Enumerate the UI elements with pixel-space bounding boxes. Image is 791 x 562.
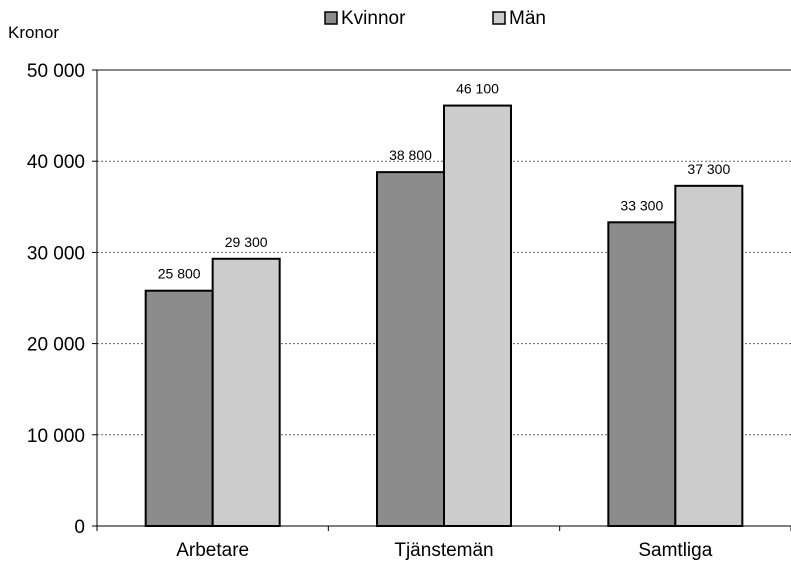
bar-tjansteman-man	[443, 104, 512, 528]
bar-tjansteman-kvinnor	[376, 171, 445, 527]
legend: Kvinnor Män	[324, 8, 546, 29]
y-tick-label: 40 000	[27, 152, 85, 173]
x-tick-label-arbetare: Arbetare	[176, 540, 249, 561]
x-tick-label-samtliga: Samtliga	[638, 540, 712, 561]
bars	[144, 104, 744, 528]
data-label-samtliga-kvinnor: 33 300	[620, 197, 663, 213]
y-tick-label: 30 000	[27, 243, 85, 264]
gridlines	[97, 69, 791, 436]
x-tick-label-tjansteman: Tjänstemän	[394, 540, 493, 561]
bar-samtliga-man	[674, 184, 744, 527]
y-tick-label: 10 000	[27, 426, 85, 447]
legend-label-man: Män	[509, 8, 546, 29]
bar-arbetare-kvinnor	[144, 289, 214, 528]
data-label-arbetare-man: 29 300	[225, 234, 268, 250]
y-unit-label: Kronor	[8, 23, 59, 42]
y-tick-label: 20 000	[27, 335, 85, 356]
bar-samtliga-kvinnor	[607, 221, 677, 528]
data-label-arbetare-kvinnor: 25 800	[158, 266, 201, 282]
data-label-samtliga-man: 37 300	[687, 161, 730, 177]
legend-swatch-kvinnor	[324, 11, 338, 25]
legend-swatch-man	[492, 11, 506, 25]
y-tick-label: 0	[74, 517, 85, 538]
legend-item-kvinnor: Kvinnor	[324, 8, 406, 29]
legend-item-man: Män	[492, 8, 546, 29]
legend-label-kvinnor: Kvinnor	[341, 8, 406, 29]
data-labels: 25 800 29 300 38 800 46 100 33 300 37 300	[158, 81, 731, 282]
data-label-tjansteman-kvinnor: 38 800	[389, 147, 432, 163]
y-tick-label: 50 000	[27, 61, 85, 82]
bar-arbetare-man	[211, 257, 281, 527]
data-label-tjansteman-man: 46 100	[456, 81, 499, 97]
